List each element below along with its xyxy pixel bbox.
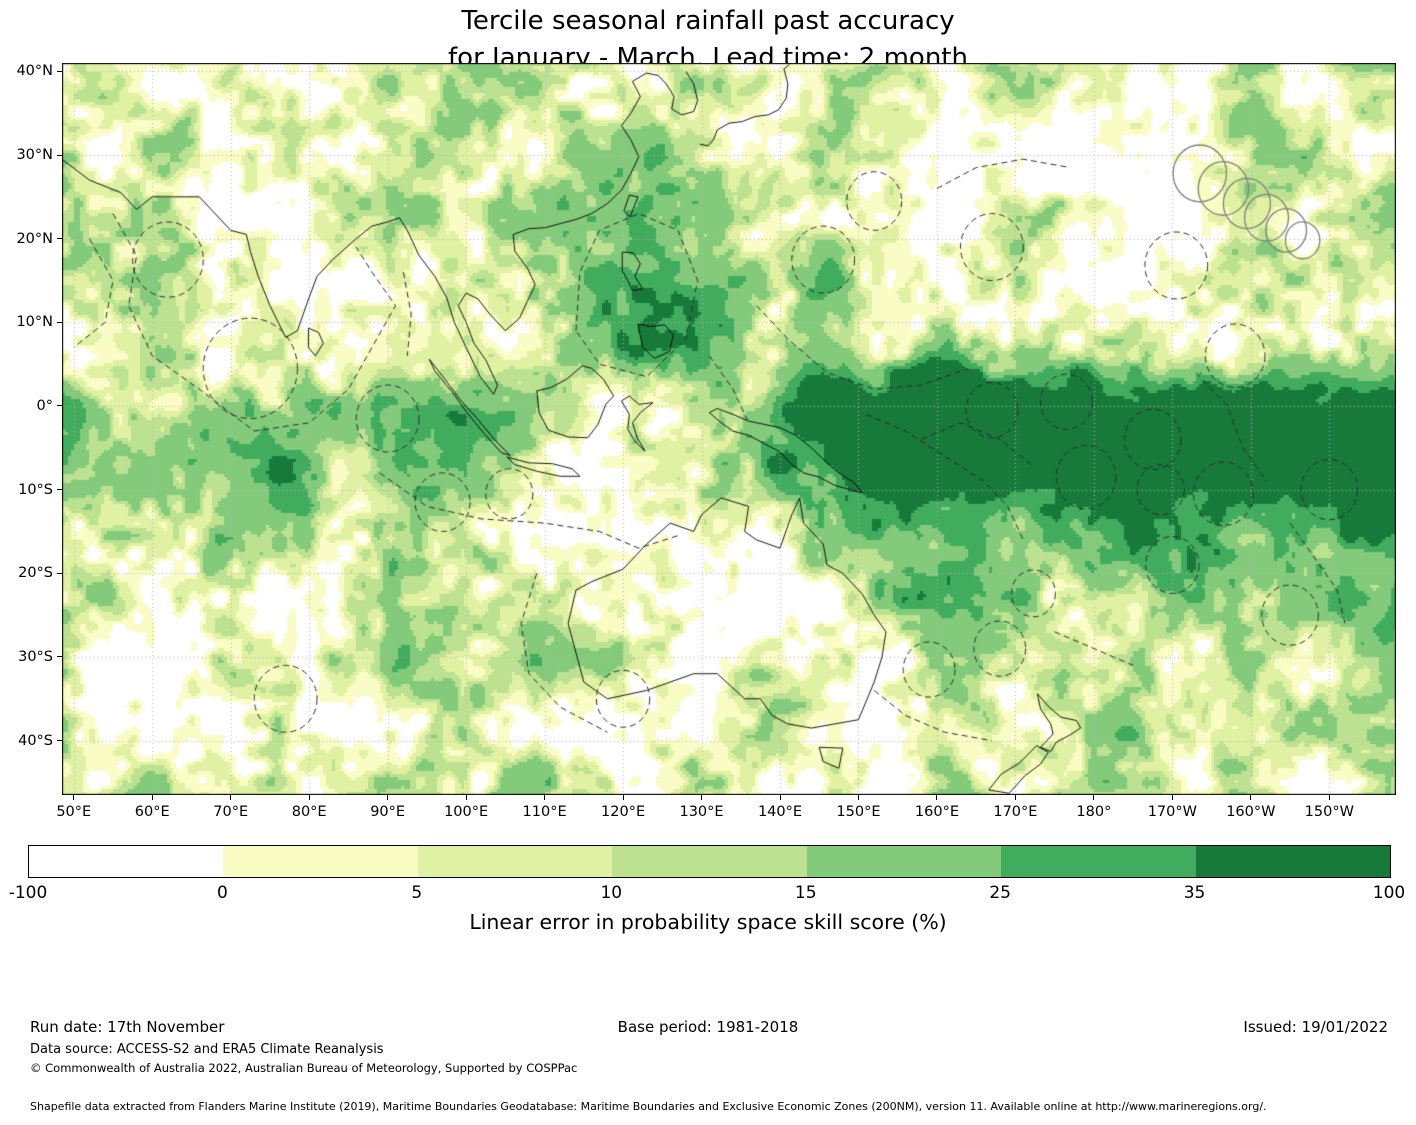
y-axis-tick-mark [57, 70, 62, 72]
x-axis-tick-mark [701, 795, 703, 800]
x-axis-tick-label: 140°E [757, 804, 803, 820]
y-axis-tick-mark [57, 321, 62, 323]
y-axis-tick-mark [57, 656, 62, 658]
x-axis-tick-mark [308, 795, 310, 800]
run-date-text: Run date: 17th November [30, 1018, 225, 1036]
x-axis-tick-mark [230, 795, 232, 800]
x-axis-tick-mark [779, 795, 781, 800]
colorbar-segment [417, 846, 613, 877]
y-axis-tick-mark [57, 238, 62, 240]
x-axis-tick-mark [1250, 795, 1252, 800]
colorbar-segment [223, 846, 418, 877]
colorbar-tick-label: 0 [217, 883, 228, 903]
y-axis-tick-mark [57, 489, 62, 491]
y-axis-tick-label: 40°S [18, 732, 53, 749]
colorbar-segment [806, 846, 1002, 877]
colorbar-tick-label: 5 [411, 883, 423, 903]
x-axis-tick-label: 60°E [134, 804, 170, 820]
y-axis-tick-mark [57, 740, 62, 742]
x-axis-tick-mark [1171, 795, 1173, 800]
colorbar-tick-label: 100 [1372, 883, 1406, 903]
x-axis-tick-mark [465, 795, 467, 800]
y-axis-tick-label: 30°S [18, 648, 53, 665]
rainfall-skill-map-canvas [62, 63, 1396, 795]
x-axis-tick-mark [1093, 795, 1095, 800]
colorbar-segment [29, 846, 224, 877]
y-axis-tick-label: 20°S [18, 565, 53, 582]
x-axis-tick-mark [857, 795, 859, 800]
x-axis-tick-label: 100°E [444, 804, 489, 820]
issued-date-text: Issued: 19/01/2022 [1243, 1018, 1388, 1036]
colorbar-tick-label: 35 [1183, 883, 1206, 903]
x-axis-tick-mark [622, 795, 624, 800]
colorbar [28, 845, 1391, 878]
colorbar-segment [612, 846, 807, 877]
y-axis-tick-label: 10°S [18, 481, 53, 498]
chart-title-line1: Tercile seasonal rainfall past accuracy [461, 6, 955, 36]
x-axis-tick-label: 160°W [1226, 804, 1276, 820]
colorbar-tick-label: -100 [8, 883, 48, 903]
x-axis-tick-mark [151, 795, 153, 800]
x-axis-tick-mark [544, 795, 546, 800]
x-axis-tick-mark [387, 795, 389, 800]
x-axis-tick-label: 130°E [679, 804, 724, 820]
y-axis-tick-label: 30°N [16, 147, 53, 164]
y-axis-tick-label: 10°N [16, 314, 53, 331]
data-source-text: Data source: ACCESS-S2 and ERA5 Climate … [30, 1042, 384, 1057]
colorbar-segment [1195, 846, 1390, 877]
y-axis-tick-mark [57, 154, 62, 156]
x-axis-tick-mark [936, 795, 938, 800]
x-axis-tick-label: 150°E [836, 804, 881, 820]
colorbar-tick-label: 25 [989, 883, 1011, 903]
x-axis-tick-label: 120°E [601, 804, 646, 820]
x-axis-tick-label: 90°E [370, 804, 406, 820]
x-axis-tick-mark [1014, 795, 1016, 800]
x-axis-tick-label: 110°E [522, 804, 567, 820]
x-axis-tick-mark [1328, 795, 1330, 800]
colorbar-tick-label: 15 [794, 883, 817, 903]
colorbar-label: Linear error in probability space skill … [469, 910, 947, 934]
x-axis-tick-label: 150°W [1304, 804, 1354, 820]
copyright-text: © Commonwealth of Australia 2022, Austra… [30, 1061, 578, 1075]
x-axis-tick-label: 80°E [291, 804, 327, 820]
x-axis-tick-label: 160°E [914, 804, 959, 820]
x-axis-tick-label: 180° [1076, 804, 1112, 820]
colorbar-segment [1001, 846, 1196, 877]
y-axis-tick-label: 20°N [16, 230, 53, 247]
colorbar-tick-label: 10 [600, 883, 623, 903]
x-axis-tick-label: 70°E [213, 804, 249, 820]
y-axis-tick-label: 40°N [16, 63, 53, 80]
x-axis-tick-label: 170°W [1147, 804, 1197, 820]
x-axis-tick-label: 50°E [56, 804, 92, 820]
base-period-text: Base period: 1981-2018 [617, 1018, 799, 1036]
y-axis-tick-label: 0° [36, 397, 53, 414]
y-axis-tick-mark [57, 405, 62, 407]
x-axis-tick-label: 170°E [993, 804, 1038, 820]
x-axis-tick-mark [73, 795, 75, 800]
y-axis-tick-mark [57, 572, 62, 574]
shapefile-note-text: Shapefile data extracted from Flanders M… [30, 1100, 1267, 1113]
